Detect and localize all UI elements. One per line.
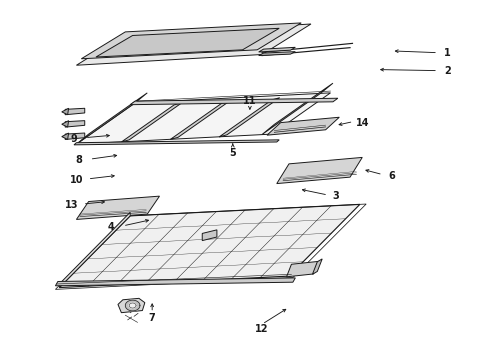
Polygon shape <box>170 100 231 139</box>
Polygon shape <box>62 133 69 139</box>
Text: 1: 1 <box>444 48 451 58</box>
Polygon shape <box>130 98 338 105</box>
Polygon shape <box>96 28 279 57</box>
Polygon shape <box>76 24 311 65</box>
Polygon shape <box>62 121 69 127</box>
Polygon shape <box>202 230 217 240</box>
Polygon shape <box>219 98 280 137</box>
Polygon shape <box>259 47 295 52</box>
Polygon shape <box>122 103 182 142</box>
Polygon shape <box>287 261 318 277</box>
Text: 14: 14 <box>356 118 369 128</box>
Polygon shape <box>65 108 85 115</box>
Text: 7: 7 <box>149 313 155 323</box>
Text: 12: 12 <box>255 324 269 334</box>
Polygon shape <box>81 23 301 59</box>
Polygon shape <box>259 51 295 55</box>
Polygon shape <box>76 93 331 144</box>
Polygon shape <box>65 133 85 139</box>
Polygon shape <box>59 212 130 288</box>
Text: 8: 8 <box>75 155 82 165</box>
Text: 2: 2 <box>444 66 451 76</box>
Polygon shape <box>74 140 279 145</box>
Polygon shape <box>65 121 85 127</box>
Text: 6: 6 <box>388 171 395 181</box>
Polygon shape <box>62 108 69 115</box>
Polygon shape <box>277 157 362 184</box>
Text: 10: 10 <box>70 175 83 185</box>
Polygon shape <box>262 83 333 134</box>
Polygon shape <box>125 300 140 311</box>
Polygon shape <box>76 196 159 220</box>
Text: 3: 3 <box>332 191 339 201</box>
Polygon shape <box>59 204 360 288</box>
Text: 9: 9 <box>71 134 77 144</box>
Polygon shape <box>313 259 322 274</box>
Text: 13: 13 <box>65 200 78 210</box>
Polygon shape <box>118 298 145 313</box>
Polygon shape <box>55 278 295 286</box>
Text: 4: 4 <box>107 222 114 231</box>
Polygon shape <box>76 93 147 144</box>
Text: 5: 5 <box>229 148 236 158</box>
Polygon shape <box>129 303 136 308</box>
Polygon shape <box>267 117 339 135</box>
Text: 11: 11 <box>243 96 257 106</box>
